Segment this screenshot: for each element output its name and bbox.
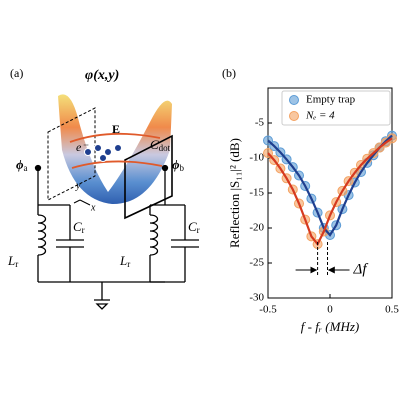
phi-a-label: ϕa — [16, 157, 28, 173]
fit-line — [267, 137, 393, 247]
label-main: L — [119, 253, 127, 268]
y-tick-label: -15 — [249, 187, 264, 199]
label-sub: r — [197, 225, 200, 235]
y-tick-label: -10 — [249, 152, 264, 164]
schematic — [34, 94, 199, 310]
legend-marker — [289, 111, 299, 121]
label-sub: a — [24, 163, 28, 173]
label-sub: r — [127, 259, 130, 269]
label-sub: b — [180, 163, 185, 173]
potential-surface — [58, 94, 172, 205]
node-b — [161, 164, 169, 172]
label-main: ϕ — [16, 157, 24, 172]
right-gate — [124, 134, 173, 220]
panel-label: (a) — [10, 66, 23, 80]
field-line — [69, 132, 161, 143]
label-sub: r — [15, 259, 18, 269]
x-tick-label: 0 — [327, 304, 333, 316]
left-gate — [47, 107, 96, 201]
inductor-label: Lr — [119, 253, 130, 269]
label-sub: dot — [159, 143, 171, 153]
right-circuit — [149, 170, 199, 283]
label-main: ϕ — [172, 157, 180, 172]
electrons — [84, 144, 122, 162]
axis-y-label: y — [75, 180, 81, 191]
potential-label: φ(x,y) — [85, 68, 119, 83]
capacitor-label: Cr — [73, 219, 85, 235]
delta-f-label: Δf — [353, 261, 369, 277]
panel-label: (b) — [222, 66, 236, 80]
axis-x-label: x — [90, 202, 96, 213]
legend-box — [281, 90, 391, 126]
field-line — [71, 160, 163, 169]
coordinate-axes — [73, 199, 91, 206]
y-tick-label: -20 — [249, 222, 264, 234]
cdot-label: Cdot — [150, 137, 171, 153]
fit-line — [267, 134, 393, 237]
x-axis-label: f - fᵣ (MHz) — [301, 319, 359, 334]
label-main: C — [150, 137, 159, 152]
x-tick-label: -0.5 — [259, 304, 277, 316]
left-circuit — [37, 170, 165, 310]
legend-label: Empty trap — [306, 94, 356, 106]
phi-b-label: ϕb — [172, 157, 185, 173]
capacitor-label: Cr — [188, 219, 200, 235]
field-label: E — [112, 122, 120, 136]
electron-label: e⁻ — [76, 140, 89, 154]
x-tick-label: 0.5 — [385, 304, 399, 316]
y-tick-label: -25 — [249, 257, 264, 269]
left-inductor — [37, 214, 47, 256]
right-inductor — [149, 214, 159, 256]
label-main: L — [7, 253, 15, 268]
node-a — [34, 164, 42, 172]
label-main: C — [73, 219, 82, 234]
legend-label: Nₑ = 4 — [305, 110, 335, 122]
y-tick-label: -5 — [255, 117, 265, 129]
legend-marker — [289, 95, 299, 105]
label-main: C — [188, 219, 197, 234]
inductor-label: Lr — [7, 253, 18, 269]
label-sub: r — [82, 225, 85, 235]
y-tick-label: -30 — [249, 292, 264, 304]
y-axis-label: Reflection |S₁₁|² (dB) — [227, 138, 242, 248]
